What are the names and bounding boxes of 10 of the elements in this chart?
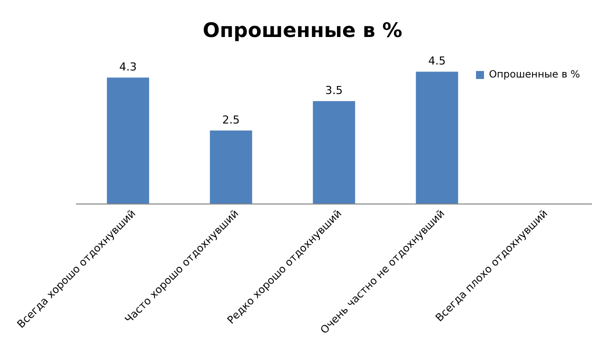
bar	[416, 72, 458, 204]
bar	[312, 101, 356, 204]
bar	[106, 78, 150, 204]
data-label: 4.5	[428, 54, 446, 68]
data-label: 4.3	[119, 60, 137, 74]
chart-title: Опрошенные в %	[202, 18, 402, 42]
data-label: 2.5	[222, 114, 240, 126]
bar	[210, 130, 252, 204]
legend-label: Опрошенные в %	[489, 70, 580, 81]
data-label: 3.5	[325, 84, 343, 98]
